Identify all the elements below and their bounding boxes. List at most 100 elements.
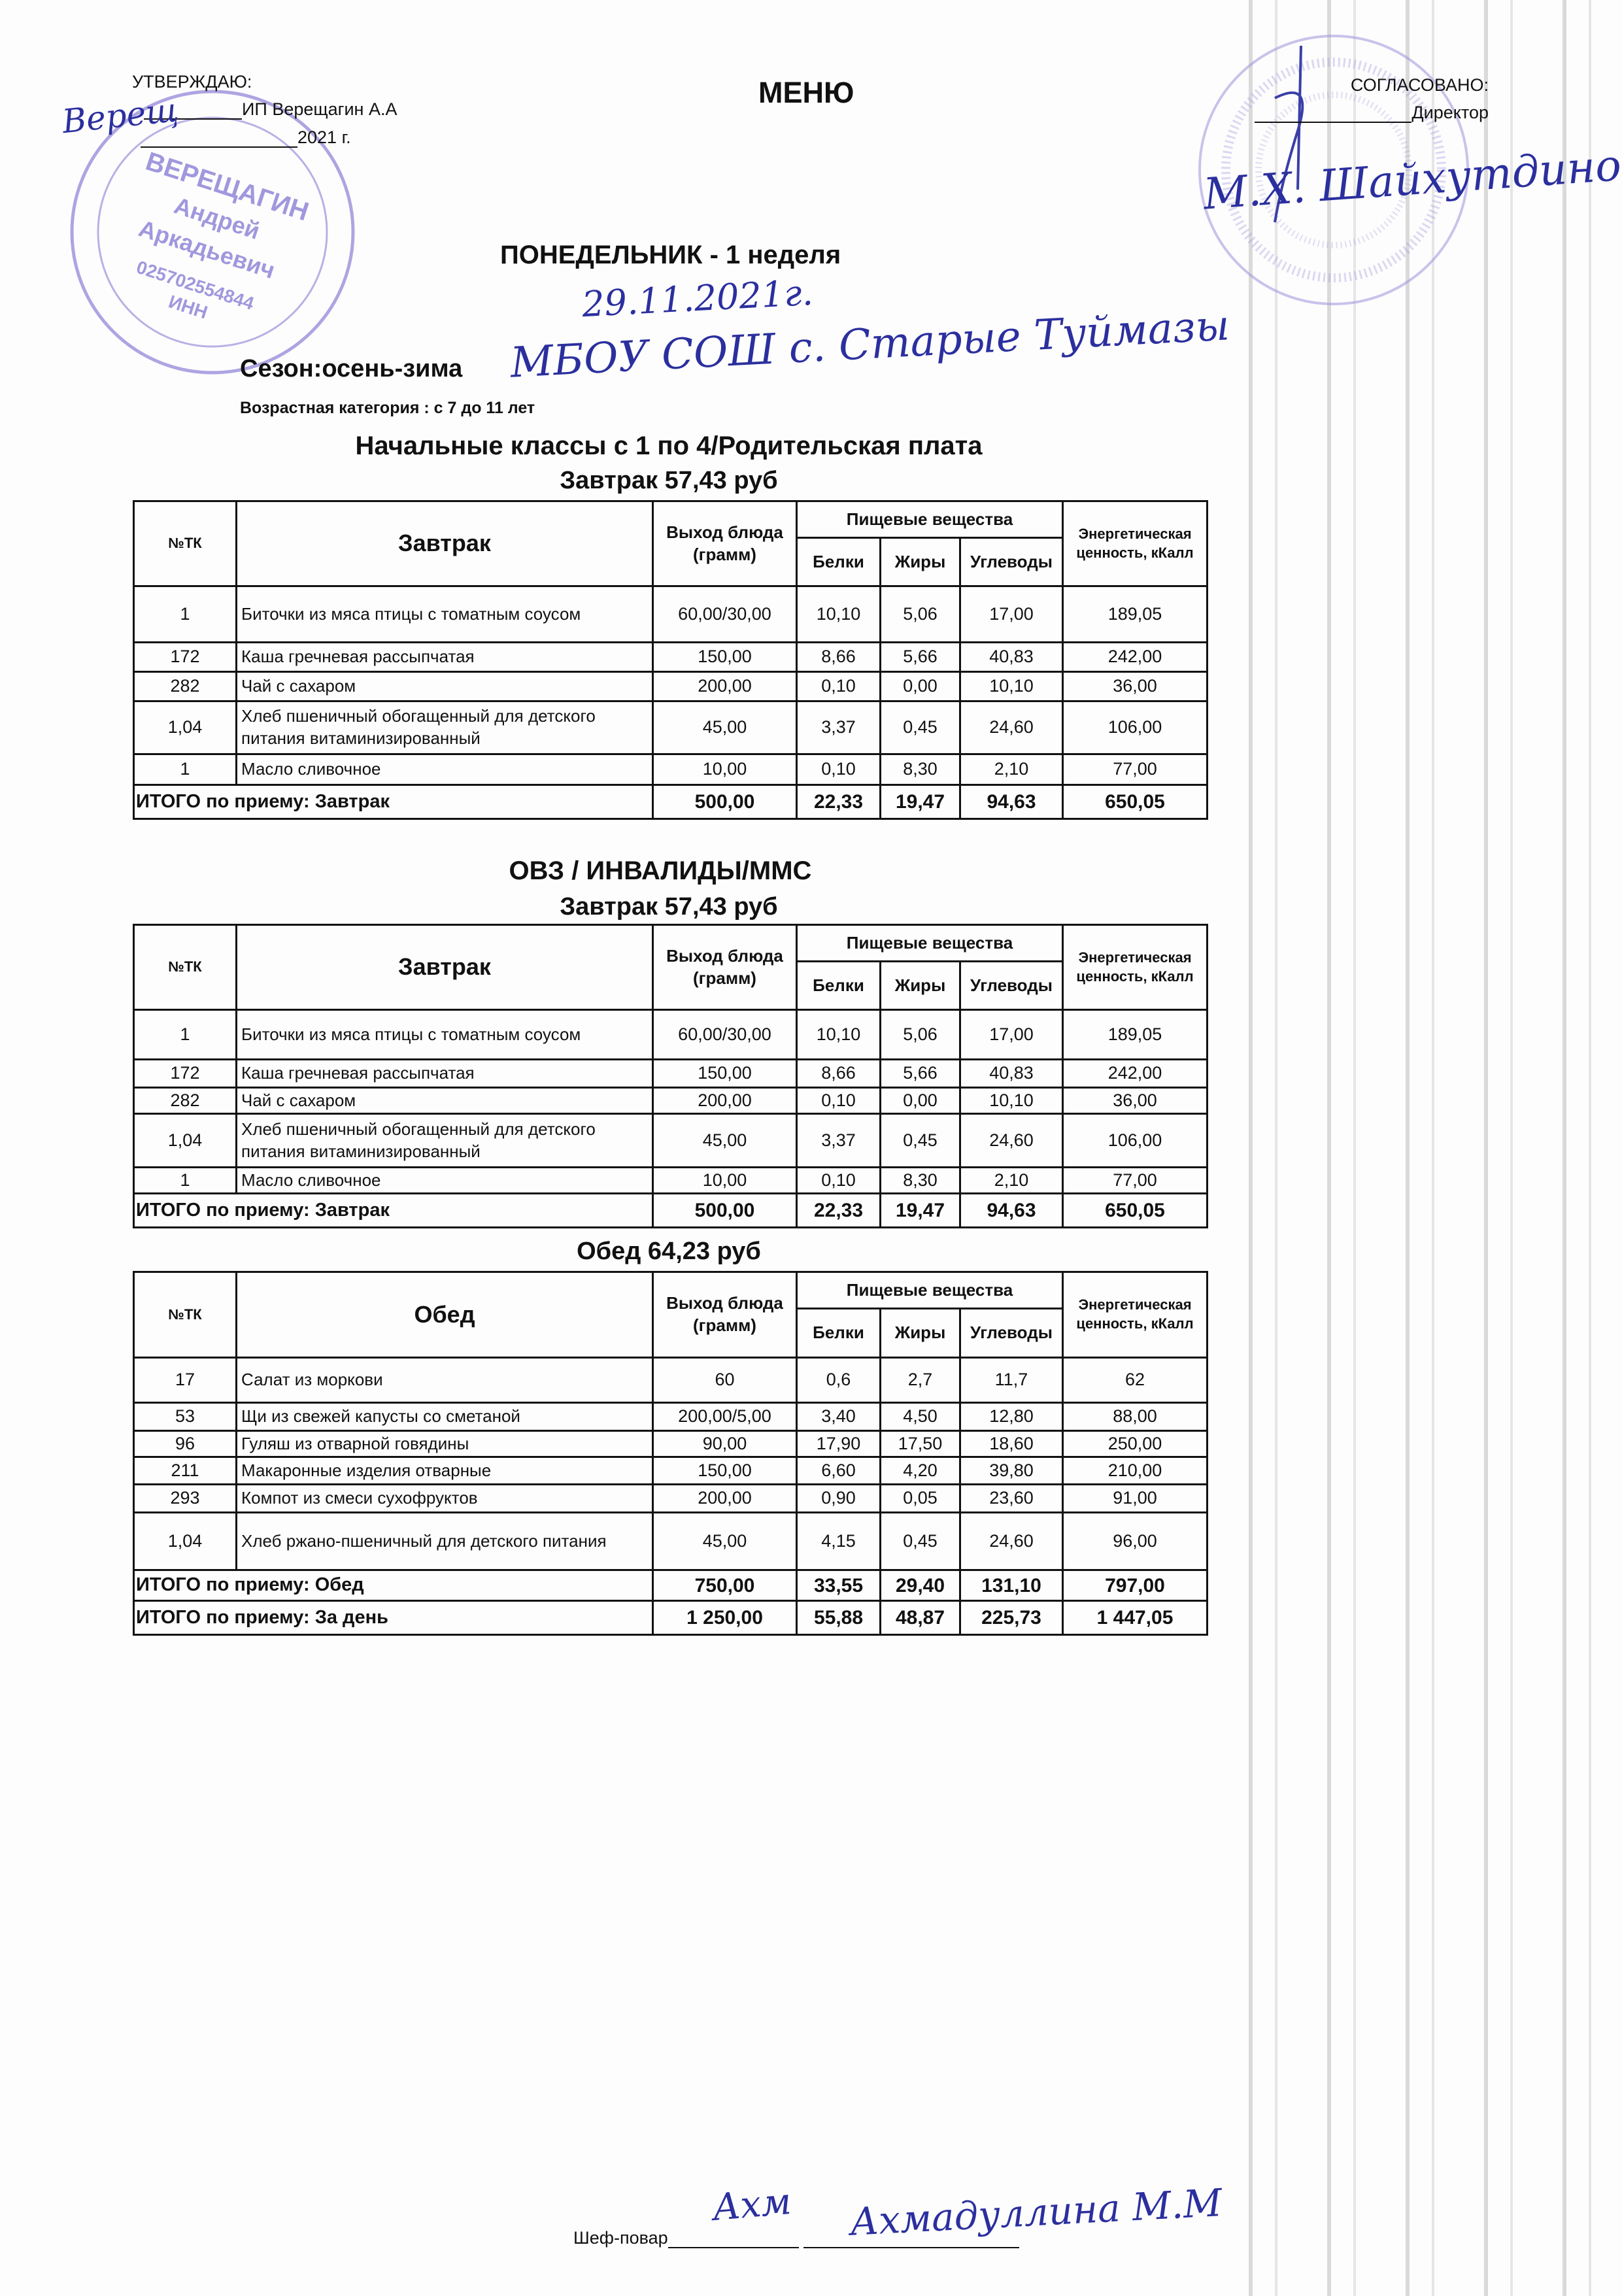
cell-energy: 77,00 — [1062, 1166, 1208, 1194]
total-label: ИТОГО по приему: За день — [133, 1600, 654, 1636]
cell-yield: 60 — [652, 1357, 798, 1404]
cell-protein: 3,37 — [796, 700, 881, 755]
column-header-yield: Выход блюда (грамм) — [652, 500, 798, 587]
total-row: ИТОГО по приему: Обед 750,00 33,55 29,40 131… — [133, 1569, 1208, 1602]
cell-energy: 106,00 — [1062, 700, 1208, 755]
cell-yield: 90,00 — [652, 1430, 798, 1458]
approve-label: УТВЕРЖДАЮ: — [132, 72, 252, 92]
cell-dish-name: Макаронные изделия отварные — [235, 1456, 654, 1485]
cell-energy: 36,00 — [1062, 1087, 1208, 1115]
cell-tk: 1 — [133, 1009, 237, 1060]
stamp-left: ВЕРЕЩАГИН Андрей Аркадьевич 025702554844… — [70, 90, 355, 375]
handwritten-date: 29.11.2021г. — [581, 271, 815, 326]
cell-tk: 172 — [133, 641, 237, 673]
director-signature-line — [1255, 103, 1412, 123]
column-header-nutrients: Пищевые вещества — [796, 1271, 1064, 1309]
cell-dish-name: Хлеб пшеничный обогащенный для детского … — [235, 700, 654, 755]
total-energy: 797,00 — [1062, 1569, 1208, 1602]
cell-protein: 17,90 — [796, 1430, 881, 1458]
cell-dish-name: Биточки из мяса птицы с томатным соусом — [235, 1009, 654, 1060]
total-fat: 48,87 — [879, 1600, 961, 1636]
cell-protein: 3,40 — [796, 1402, 881, 1432]
cell-dish-name: Масло сливочное — [235, 753, 654, 786]
total-yield: 1 250,00 — [652, 1600, 798, 1636]
total-energy: 1 447,05 — [1062, 1600, 1208, 1636]
cell-fat: 2,7 — [879, 1357, 961, 1404]
approve-date: 2021 г. — [297, 127, 351, 147]
column-header-dish: Завтрак — [235, 500, 654, 587]
cell-carbs: 40,83 — [959, 641, 1064, 673]
cell-yield: 200,00 — [652, 1087, 798, 1115]
total-protein: 55,88 — [796, 1600, 881, 1636]
cell-tk: 211 — [133, 1456, 237, 1485]
cell-tk: 1,04 — [133, 700, 237, 755]
cell-dish-name: Масло сливочное — [235, 1166, 654, 1194]
cell-protein: 3,37 — [796, 1113, 881, 1168]
cell-tk: 282 — [133, 1087, 237, 1115]
column-header-tk: №ТК — [133, 1271, 237, 1359]
header-row: Белки Жиры Углеводы — [134, 960, 1208, 1011]
cell-yield: 45,00 — [652, 1113, 798, 1168]
cell-fat: 5,66 — [879, 641, 961, 673]
column-header-protein: Белки — [796, 537, 881, 587]
page-title: МЕНЮ — [758, 76, 854, 109]
cell-fat: 0,00 — [879, 1087, 961, 1115]
meal-title: Завтрак 57,43 руб — [560, 893, 778, 920]
cell-energy: 62 — [1062, 1357, 1208, 1404]
column-header-tk: №ТК — [133, 500, 237, 587]
cell-yield: 10,00 — [652, 1166, 798, 1194]
total-fat: 19,47 — [879, 1192, 961, 1228]
column-header-energy: Энергетическая ценность, кКалл — [1062, 500, 1208, 587]
column-header-protein: Белки — [796, 960, 881, 1011]
table-row: 1 Биточки из мяса птицы с томатным соусом… — [133, 585, 1208, 643]
cell-protein: 10,10 — [796, 1009, 881, 1060]
total-carbs: 94,63 — [959, 784, 1064, 820]
total-carbs: 225,73 — [959, 1600, 1064, 1636]
cell-energy: 96,00 — [1062, 1511, 1208, 1571]
cell-dish-name: Хлеб пшеничный обогащенный для детского … — [235, 1113, 654, 1168]
agreed-label: СОГЛАСОВАНО: — [1350, 75, 1489, 95]
cell-fat: 4,20 — [879, 1456, 961, 1485]
cell-protein: 0,6 — [796, 1357, 881, 1404]
meal-title: Обед 64,23 руб — [577, 1238, 761, 1265]
cell-dish-name: Салат из моркови — [235, 1357, 654, 1404]
cell-yield: 150,00 — [652, 1058, 798, 1089]
day-title: ПОНЕДЕЛЬНИК - 1 неделя — [500, 241, 841, 269]
table-row: 282 Чай с сахаром 200,00 0,10 0,00 10,10 36,00 — [133, 1087, 1208, 1115]
total-row: ИТОГО по приему: Завтрак 500,00 22,33 19,47… — [133, 784, 1208, 820]
cell-dish-name: Гуляш из отварной говядины — [235, 1430, 654, 1458]
cell-carbs: 10,10 — [959, 1087, 1064, 1115]
cell-fat: 0,05 — [879, 1483, 961, 1513]
column-header-energy: Энергетическая ценность, кКалл — [1062, 924, 1208, 1011]
cell-carbs: 18,60 — [959, 1430, 1064, 1458]
menu-table: №ТК Обед Выход блюда (грамм) Пищевые вещест… — [133, 1271, 1208, 1636]
scan-noise — [1229, 0, 1595, 2296]
total-yield: 500,00 — [652, 1192, 798, 1228]
approver-name: ИП Верещагин А.А — [242, 99, 397, 119]
column-header-carbs: Углеводы — [959, 1308, 1064, 1359]
cell-carbs: 40,83 — [959, 1058, 1064, 1089]
cell-energy: 36,00 — [1062, 671, 1208, 702]
cell-dish-name: Компот из смеси сухофруктов — [235, 1483, 654, 1513]
cell-fat: 0,45 — [879, 700, 961, 755]
total-row: ИТОГО по приему: Завтрак 500,00 22,33 19,47… — [133, 1192, 1208, 1228]
cell-tk: 1 — [133, 585, 237, 643]
cell-energy: 189,05 — [1062, 1009, 1208, 1060]
cell-energy: 250,00 — [1062, 1430, 1208, 1458]
chef-signature-line — [667, 2229, 799, 2248]
menu-table: №ТК Завтрак Выход блюда (грамм) Пищевые вещ… — [133, 500, 1208, 820]
cell-tk: 282 — [133, 671, 237, 702]
cell-energy: 210,00 — [1062, 1456, 1208, 1485]
column-header-tk: №ТК — [133, 924, 237, 1011]
cell-energy: 242,00 — [1062, 641, 1208, 673]
cell-dish-name: Чай с сахаром — [235, 671, 654, 702]
cell-fat: 0,45 — [879, 1113, 961, 1168]
cell-energy: 77,00 — [1062, 753, 1208, 786]
cell-tk: 1 — [133, 1166, 237, 1194]
group-title: ОВЗ / ИНВАЛИДЫ/ММС — [509, 856, 812, 885]
cell-protein: 0,10 — [796, 753, 881, 786]
header-row: Белки Жиры Углеводы — [134, 537, 1208, 587]
cell-dish-name: Биточки из мяса птицы с томатным соусом — [235, 585, 654, 643]
table-row: 293 Компот из смеси сухофруктов 200,00 0,90… — [133, 1483, 1208, 1513]
chef-label: Шеф-повар — [573, 2228, 668, 2248]
